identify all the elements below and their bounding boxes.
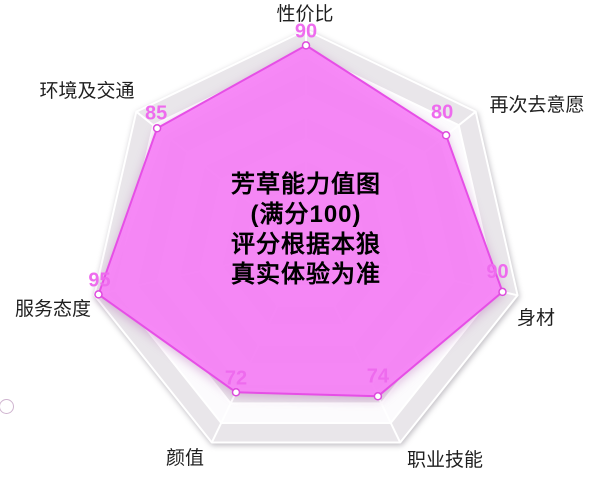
radar-series [97, 44, 504, 398]
axis-label: 颜值 [166, 447, 204, 469]
axis-label: 职业技能 [407, 449, 483, 471]
value-label: 72 [225, 367, 247, 389]
axis-label: 再次去意愿 [489, 94, 584, 116]
value-label: 90 [295, 20, 317, 42]
data-polygon [97, 44, 504, 398]
data-point-marker [441, 131, 451, 140]
value-label: 90 [486, 261, 508, 283]
axis-label: 身材 [517, 307, 555, 329]
value-label: 80 [431, 101, 453, 123]
data-point-marker [301, 41, 311, 50]
axis-label: 环境及交通 [39, 80, 134, 102]
axis-label: 性价比 [276, 3, 333, 25]
data-point-marker [373, 392, 383, 401]
value-label: 85 [145, 102, 167, 124]
data-point-marker [152, 124, 162, 133]
value-label: 74 [367, 365, 390, 387]
axis-label: 服务态度 [15, 298, 91, 320]
value-label: 95 [88, 269, 110, 291]
data-point-marker [498, 287, 507, 297]
data-point-marker [231, 388, 241, 397]
legend-circle-icon[interactable] [0, 399, 14, 414]
data-point-marker [94, 290, 103, 299]
